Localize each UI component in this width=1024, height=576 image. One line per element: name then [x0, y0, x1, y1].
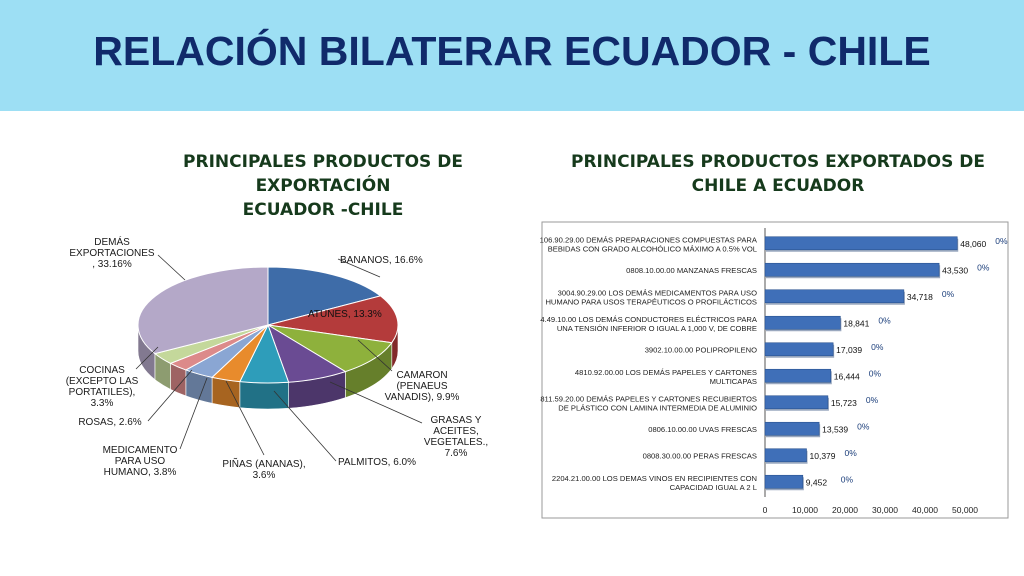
bar-pct-label-8: 0% [845, 448, 858, 458]
bar-value-label-7: 13,539 [822, 424, 848, 434]
pie-label-7: ROSAS, 2.6% [78, 417, 141, 428]
pie-leader-line-4 [273, 390, 337, 462]
pie-leader-line-8 [135, 346, 159, 370]
pie-label-5: PIÑAS (ANANAS), 3.6% [222, 457, 305, 481]
bar-category-label-1: 0808.10.00.00 MANZANAS FRESCAS [626, 266, 757, 275]
bar-value-label-3: 18,841 [843, 318, 869, 328]
bar-pct-label-0: 0% [995, 236, 1008, 246]
right-heading-line-2: CHILE A ECUADOR [691, 176, 865, 196]
bar-1 [764, 262, 940, 277]
pie-leader-line-3 [329, 381, 423, 424]
pie-leader-line-6 [179, 377, 208, 450]
bar-4 [764, 342, 834, 357]
bar-pct-label-7: 0% [857, 421, 870, 431]
bar-category-label-3: 8544.49.10.00 LOS DEMÁS CONDUCTORES ELÉC… [540, 315, 758, 333]
right-chart-heading: PRINCIPALES PRODUCTOS EXPORTADOS DE CHIL… [528, 150, 1024, 198]
pie-slice-side-5 [211, 376, 241, 408]
bar-pct-label-6: 0% [866, 395, 879, 405]
bar-category-label-0: 2106.90.29.00 DEMÁS PREPARACIONES COMPUE… [540, 235, 758, 253]
pie-label-8: COCINAS (EXCEPTO LAS PORTATILES), 3.3% [66, 365, 139, 409]
bar-value-label-8: 10,379 [810, 451, 836, 461]
bar-x-tick-0: 0 [763, 505, 768, 515]
bar-category-label-8: 0808.30.00.00 PERAS FRESCAS [643, 451, 757, 460]
bar-3 [764, 315, 841, 330]
bar-0 [764, 236, 958, 251]
pie-leader-line-9 [157, 254, 186, 281]
bar-2 [764, 289, 905, 304]
bar-5 [764, 368, 832, 383]
bar-x-tick-4: 40,000 [912, 505, 938, 515]
bar-category-label-6: 4811.59.20.00 DEMÁS PAPELES Y CARTONES R… [540, 394, 757, 412]
export-pie-chart: BANANOS, 16.6% ATUNES, 13.3% CAMARON (PENAE… [66, 235, 488, 481]
page-title: RELACIÓN BILATERAR ECUADOR - CHILE [93, 28, 931, 74]
bar-value-label-1: 43,530 [942, 265, 968, 275]
pie-slice-2 [267, 324, 393, 373]
bar-pct-label-2: 0% [942, 289, 955, 299]
bar-pct-label-5: 0% [869, 368, 882, 378]
bar-value-label-4: 17,039 [836, 345, 862, 355]
bar-8 [764, 448, 807, 463]
bar-category-label-4: 3902.10.00.00 POLIPROPILENO [645, 345, 757, 354]
bar-pct-label-9: 0% [841, 474, 854, 484]
left-heading-line-2: ECUADOR -CHILE [242, 200, 404, 220]
pie-leader-line-2 [357, 339, 393, 372]
bar-7 [764, 421, 820, 436]
pie-slice-1 [267, 295, 399, 344]
pie-slice-0 [267, 266, 382, 326]
bar-pct-label-4: 0% [871, 342, 884, 352]
import-bar-chart: 2106.90.29.00 DEMÁS PREPARACIONES COMPUE… [540, 221, 1009, 519]
bar-x-tick-3: 30,000 [872, 505, 898, 515]
bar-pct-label-1: 0% [977, 262, 990, 272]
bar-value-label-2: 34,718 [907, 292, 933, 302]
bar-category-label-2: 3004.90.29.00 LOS DEMÁS MEDICAMENTOS PAR… [545, 288, 757, 306]
bar-9 [764, 474, 804, 489]
pie-leader-line-5 [225, 380, 265, 456]
bar-pct-label-3: 0% [878, 315, 891, 325]
bar-value-label-0: 48,060 [960, 239, 986, 249]
bar-6 [764, 395, 829, 410]
pie-label-1: ATUNES, 13.3% [308, 309, 382, 320]
pie-leader-line-0 [337, 258, 381, 278]
pie-label-6: MEDICAMENTO PARA USO HUMANO, 3.8% [103, 445, 178, 478]
pie-slice-side-4 [239, 381, 289, 410]
bar-x-tick-2: 20,000 [832, 505, 858, 515]
pie-label-4: PALMITOS, 6.0% [338, 457, 416, 468]
right-heading-line-1: PRINCIPALES PRODUCTOS EXPORTADOS DE [570, 152, 985, 172]
pie-slice-9 [137, 266, 269, 355]
bar-value-label-9: 9,452 [806, 477, 828, 487]
bar-category-label-9: 2204.21.00.00 LOS DEMAS VINOS EN RECIPIE… [552, 474, 757, 492]
pie-label-2: CAMARON (PENAEUS VANADIS), 9.9% [385, 370, 460, 403]
bar-value-label-6: 15,723 [831, 398, 857, 408]
pie-leader-line-7 [147, 369, 193, 422]
header-banner [0, 0, 1024, 111]
pie-label-9: DEMÁS EXPORTACIONES, 33.16% [69, 235, 155, 270]
bar-category-label-7: 0806.10.00.00 UVAS FRESCAS [648, 425, 757, 434]
bar-category-label-5: 4810.92.00.00 LOS DEMÁS PAPELES Y CARTON… [575, 368, 757, 386]
pie-label-0: BANANOS, 16.6% [340, 255, 423, 266]
left-chart-heading: PRINCIPALES PRODUCTOS DE EXPORTACIÓN ECU… [138, 150, 508, 222]
bar-value-label-5: 16,444 [834, 371, 860, 381]
bar-x-tick-5: 50,000 [952, 505, 978, 515]
bar-x-tick-1: 10,000 [792, 505, 818, 515]
left-heading-line-1: PRINCIPALES PRODUCTOS DE EXPORTACIÓN [183, 152, 463, 196]
pie-label-3: GRASAS Y ACEITES, VEGETALES., 7.6% [424, 415, 488, 459]
